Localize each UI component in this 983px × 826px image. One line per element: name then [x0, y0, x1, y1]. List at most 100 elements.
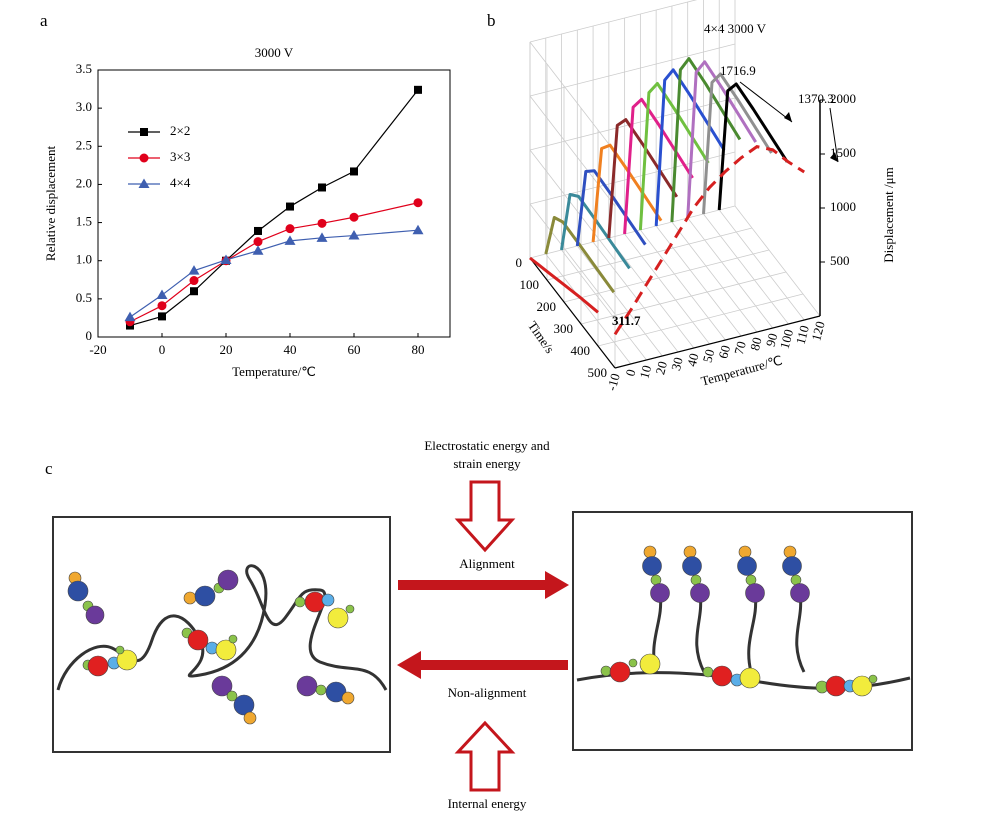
floor-grid — [655, 225, 742, 337]
x-tick-label: -20 — [89, 342, 106, 357]
y-tick-label: 120 — [808, 320, 828, 343]
y-tick-label: 110 — [793, 324, 812, 346]
x-tick-label: 40 — [284, 342, 297, 357]
monomer — [643, 545, 657, 559]
floor-grid — [640, 229, 726, 341]
monomer — [702, 666, 714, 678]
series-curve — [686, 60, 757, 219]
x-tick-label: 0 — [516, 255, 523, 270]
marker — [124, 311, 136, 322]
floor-grid — [687, 217, 774, 329]
y-tick-label: 50 — [700, 348, 718, 364]
marker — [350, 167, 358, 176]
x-tick-label: 400 — [571, 343, 591, 358]
monomer — [183, 591, 197, 605]
monomer — [327, 607, 349, 629]
monomer — [745, 583, 765, 603]
side-chain — [747, 594, 758, 673]
monomer — [690, 583, 710, 603]
wall-grid — [529, 41, 616, 153]
monomer — [243, 711, 257, 725]
non-alignment-label: Non-alignment — [448, 685, 527, 700]
y-tick-label: 90 — [763, 332, 781, 348]
energy-label: strain energy — [453, 456, 521, 471]
z-tick-label: 500 — [830, 253, 850, 268]
monomer — [217, 569, 239, 591]
x-tick-label: 500 — [588, 365, 608, 380]
monomer — [294, 596, 306, 608]
x-tick-label: 60 — [348, 342, 361, 357]
marker — [190, 287, 198, 296]
marker — [158, 312, 166, 321]
x-tick-label: 300 — [554, 321, 574, 336]
monomer — [851, 675, 873, 697]
wall-grid — [529, 149, 616, 261]
panel-label: c — [45, 459, 53, 478]
monomer — [228, 634, 238, 644]
alignment-label: Alignment — [459, 556, 515, 571]
marker — [318, 183, 326, 192]
floor-grid — [608, 237, 695, 349]
z-axis-label: Displacement /μm — [881, 167, 896, 262]
panel-label: b — [487, 11, 496, 30]
marker — [286, 202, 294, 211]
marker — [285, 224, 295, 234]
monomer — [304, 591, 326, 613]
y-tick-label: 3.5 — [76, 61, 92, 76]
y-tick-label: 100 — [777, 328, 797, 351]
y-tick-label: 40 — [684, 352, 702, 368]
wall-grid — [529, 43, 736, 97]
axis-line — [529, 257, 616, 369]
y-tick-label: 0.5 — [76, 290, 92, 305]
left-box — [52, 516, 391, 753]
series-line — [129, 202, 419, 323]
annotation-arrow — [829, 107, 839, 163]
floor-grid — [624, 233, 710, 345]
monomer — [739, 667, 761, 689]
marker — [284, 235, 296, 245]
marker — [252, 245, 264, 255]
series-curve — [702, 72, 773, 215]
monomer — [868, 674, 878, 684]
monomer — [783, 545, 797, 559]
monomer — [321, 593, 335, 607]
series-curve — [591, 143, 663, 243]
marker — [254, 226, 262, 235]
x-tick-label: 200 — [537, 299, 557, 314]
series-curve — [654, 68, 726, 227]
floor-grid — [718, 209, 805, 321]
floor-grid — [561, 249, 647, 361]
floor-grid — [671, 221, 758, 333]
marker — [189, 276, 199, 286]
y-tick-label: -10 — [604, 372, 623, 393]
peak-curve — [613, 145, 806, 336]
y-tick-label: 1.0 — [76, 252, 92, 267]
monomer — [825, 675, 847, 697]
floor-grid — [563, 249, 770, 303]
floor-grid — [734, 205, 821, 317]
y-tick-label: 2.0 — [76, 175, 92, 190]
monomer — [325, 681, 347, 703]
y-tick-label: 1.5 — [76, 214, 92, 229]
x-tick-label: 80 — [412, 342, 425, 357]
y-tick-label: 80 — [747, 336, 765, 352]
monomer — [628, 658, 638, 668]
monomer — [194, 585, 216, 607]
monomer — [711, 665, 733, 687]
axis-line — [614, 315, 821, 369]
series-curve — [529, 256, 599, 314]
arrows — [397, 480, 569, 792]
x-axis-label: Temperature/℃ — [232, 364, 316, 379]
side-chain — [795, 594, 806, 673]
arrow-head — [784, 112, 792, 122]
wall-grid — [529, 95, 616, 207]
y-tick-label: 70 — [731, 340, 749, 356]
floor-grid — [592, 241, 679, 353]
monomer — [642, 556, 662, 576]
x-tick-label: 20 — [220, 342, 233, 357]
series-curve — [575, 169, 647, 247]
series-curve — [717, 82, 789, 211]
monomer — [211, 675, 233, 697]
monomer — [600, 665, 612, 677]
